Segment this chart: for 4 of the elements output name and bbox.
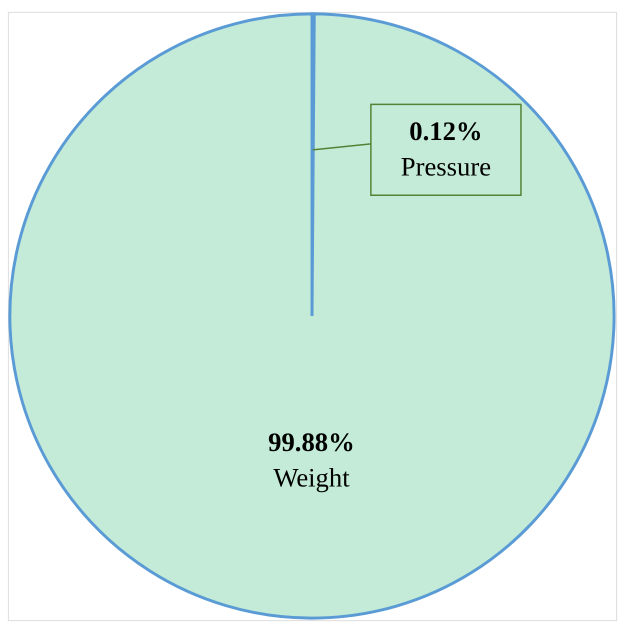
data-label: 0.12% <box>409 116 483 146</box>
slice-label: Pressure <box>400 152 492 182</box>
slice-label: Weight <box>273 462 350 493</box>
data-label: 99.88% <box>268 427 355 458</box>
